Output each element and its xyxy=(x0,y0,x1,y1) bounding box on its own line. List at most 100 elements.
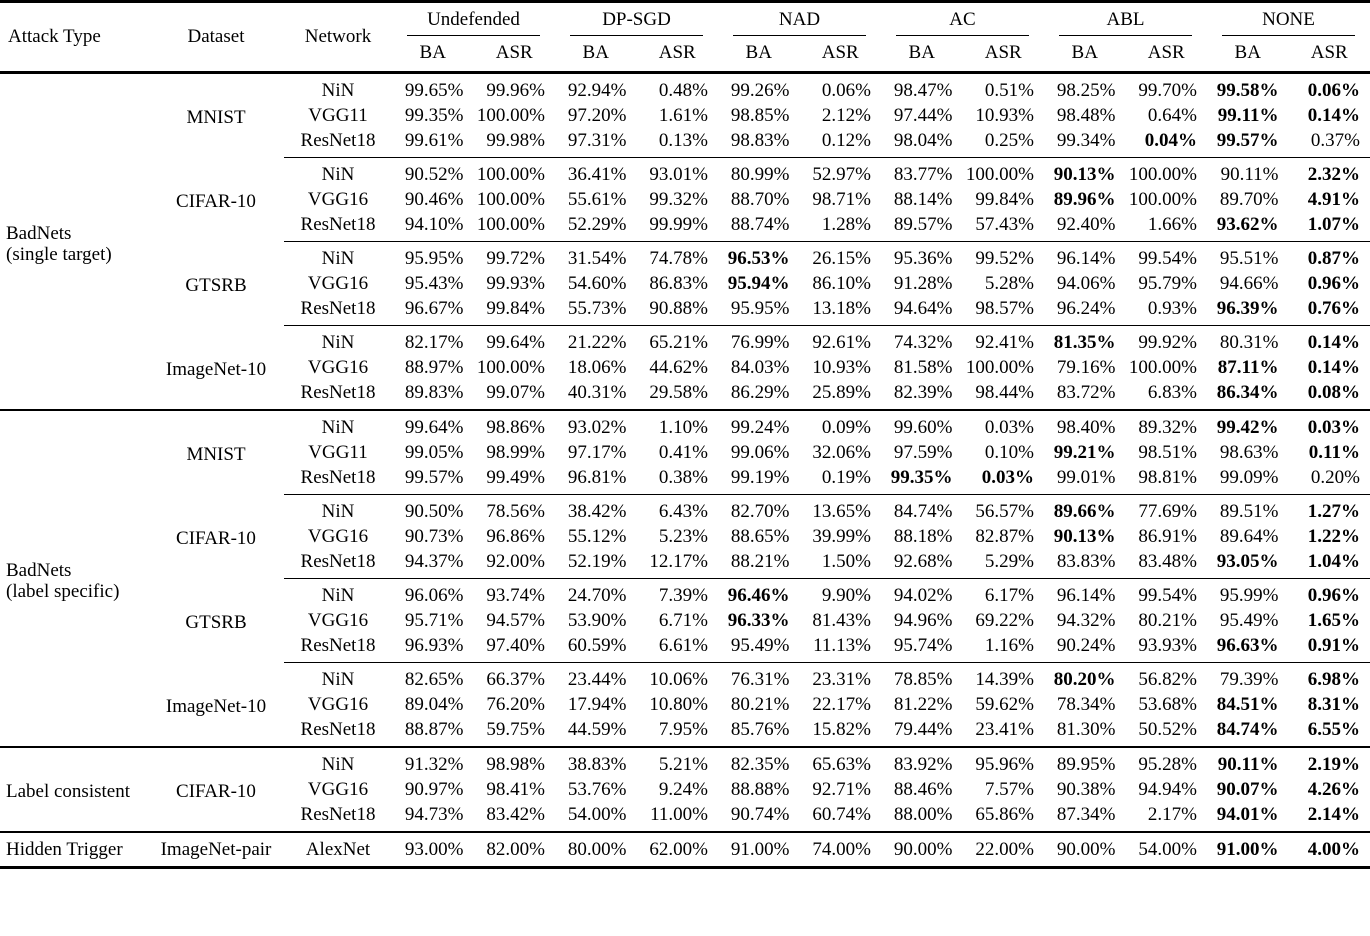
value-cell-undefended-asr: 98.99% xyxy=(486,442,545,463)
value-cell-abl-ba: 90.00% xyxy=(1044,831,1126,868)
value-cell-undefended-ba: 88.87% xyxy=(404,719,464,740)
value-cell-none-ba: 84.74% xyxy=(1216,719,1279,740)
defense-results-table: Attack Type Dataset Network Undefended D… xyxy=(0,0,1370,869)
value-cell-ac-asr: 82.87% xyxy=(975,526,1034,547)
value-cell-nad-asr: 92.61% xyxy=(799,325,881,355)
value-cell-ac-ba: 82.39% xyxy=(893,382,953,403)
value-cell-none-asr: 6.55% xyxy=(1307,719,1360,740)
dataset-cell: ImageNet-10 xyxy=(165,695,267,717)
value-cell-abl-asr: 98.51% xyxy=(1138,442,1197,463)
value-cell-abl-asr: 94.94% xyxy=(1138,779,1197,800)
value-cell-undefended-asr: 100.00% xyxy=(476,214,545,235)
value-cell-undefended-asr: 99.72% xyxy=(473,241,555,271)
value-cell-none-asr: 6.98% xyxy=(1288,662,1370,692)
value-cell-ac-asr: 5.29% xyxy=(984,551,1034,572)
value-cell-none-ba: 99.42% xyxy=(1207,409,1289,440)
attack-type-label: BadNets xyxy=(6,222,72,244)
value-cell-dp-sgd-asr: 86.83% xyxy=(649,273,708,294)
value-cell-abl-asr: 54.00% xyxy=(1125,831,1207,868)
value-cell-none-asr: 0.06% xyxy=(1307,80,1360,101)
table-row: Label consistent CIFAR-10 NiN 91.32% 98.98% 3… xyxy=(0,746,1370,832)
value-cell-dp-sgd-asr: 5.21% xyxy=(636,746,718,777)
table-row: ResNet18 96.93% 97.40% 60.59% 6.61% 95.49% 11.… xyxy=(0,633,1370,663)
value-cell-ac-asr: 56.57% xyxy=(962,494,1044,524)
value-cell-none-ba: 99.11% xyxy=(1217,105,1279,126)
value-cell-abl-ba: 99.34% xyxy=(1056,130,1116,151)
value-cell-abl-asr: 80.21% xyxy=(1138,610,1197,631)
table-row: BadNets (single target) MNIST NiN 99.65% 99.9… xyxy=(0,73,1370,264)
value-cell-abl-ba: 90.13% xyxy=(1053,526,1116,547)
value-cell-abl-asr: 100.00% xyxy=(1125,157,1207,187)
value-cell-none-ba: 99.58% xyxy=(1216,80,1279,101)
value-cell-undefended-asr: 82.00% xyxy=(473,831,555,868)
value-cell-undefended-asr: 93.74% xyxy=(473,578,555,608)
value-cell-abl-ba: 99.01% xyxy=(1056,467,1116,488)
network-cell: VGG16 xyxy=(307,694,369,715)
value-cell-undefended-ba: 89.83% xyxy=(404,382,464,403)
value-cell-nad-ba: 95.49% xyxy=(730,635,790,656)
dataset-cell: CIFAR-10 xyxy=(176,528,256,549)
value-cell-dp-sgd-asr: 99.99% xyxy=(649,214,708,235)
value-cell-undefended-asr: 100.00% xyxy=(476,189,545,210)
value-cell-abl-asr: 99.54% xyxy=(1125,578,1207,608)
value-cell-undefended-ba: 96.67% xyxy=(404,298,464,319)
value-cell-dp-sgd-asr: 6.61% xyxy=(658,635,708,656)
value-cell-undefended-asr: 97.40% xyxy=(486,635,545,656)
value-cell-dp-sgd-asr: 11.00% xyxy=(650,804,708,825)
value-cell-ac-ba: 94.64% xyxy=(893,298,953,319)
value-cell-nad-ba: 98.83% xyxy=(730,130,790,151)
value-cell-ac-ba: 81.58% xyxy=(893,357,953,378)
value-cell-none-ba: 90.07% xyxy=(1216,779,1279,800)
value-cell-undefended-ba: 94.37% xyxy=(404,551,464,572)
value-cell-ac-ba: 94.96% xyxy=(893,610,953,631)
network-cell: VGG16 xyxy=(307,610,369,631)
value-cell-ac-asr: 59.62% xyxy=(975,694,1034,715)
table-row: ResNet18 89.83% 99.07% 40.31% 29.58% 86.29% 25… xyxy=(0,380,1370,410)
value-cell-nad-asr: 22.17% xyxy=(812,694,871,715)
network-cell: ResNet18 xyxy=(300,719,376,740)
value-cell-nad-ba: 96.53% xyxy=(718,241,800,271)
col-header-attack-type: Attack Type xyxy=(8,26,101,47)
value-cell-ac-ba: 98.04% xyxy=(893,130,953,151)
value-cell-none-asr: 2.14% xyxy=(1307,804,1360,825)
table-row: VGG11 99.35% 100.00% 97.20% 1.61% 98.85% 2.12%… xyxy=(0,103,1370,128)
value-cell-none-asr: 0.87% xyxy=(1288,241,1370,271)
value-cell-dp-sgd-asr: 65.21% xyxy=(636,325,718,355)
value-cell-dp-sgd-ba: 44.59% xyxy=(567,719,627,740)
table-row: ResNet18 96.67% 99.84% 55.73% 90.88% 95.95% 13… xyxy=(0,296,1370,326)
value-cell-nad-asr: 11.13% xyxy=(813,635,871,656)
value-cell-dp-sgd-asr: 74.78% xyxy=(636,241,718,271)
value-cell-undefended-asr: 99.93% xyxy=(486,273,545,294)
value-cell-none-ba: 96.39% xyxy=(1216,298,1279,319)
value-cell-nad-asr: 60.74% xyxy=(812,804,871,825)
value-cell-undefended-asr: 99.98% xyxy=(486,130,545,151)
value-cell-none-asr: 0.91% xyxy=(1307,635,1360,656)
value-cell-none-ba: 79.39% xyxy=(1207,662,1289,692)
value-cell-none-asr: 1.65% xyxy=(1307,610,1360,631)
value-cell-ac-ba: 97.59% xyxy=(893,442,953,463)
value-cell-none-asr: 0.08% xyxy=(1307,382,1360,403)
value-cell-dp-sgd-asr: 62.00% xyxy=(636,831,718,868)
network-cell: VGG16 xyxy=(307,273,369,294)
value-cell-abl-asr: 56.82% xyxy=(1125,662,1207,692)
value-cell-nad-asr: 13.18% xyxy=(812,298,871,319)
value-cell-dp-sgd-ba: 55.61% xyxy=(567,189,627,210)
value-cell-undefended-asr: 59.75% xyxy=(486,719,545,740)
value-cell-dp-sgd-asr: 93.01% xyxy=(636,157,718,187)
attack-type-label: (label specific) xyxy=(6,580,120,602)
value-cell-dp-sgd-ba: 52.19% xyxy=(567,551,627,572)
value-cell-nad-ba: 84.03% xyxy=(730,357,790,378)
col-header-ba: BA xyxy=(745,42,772,63)
col-group-dp-sgd: DP-SGD xyxy=(555,2,718,38)
value-cell-undefended-ba: 89.04% xyxy=(404,694,464,715)
value-cell-nad-asr: 0.09% xyxy=(799,409,881,440)
value-cell-ac-asr: 1.16% xyxy=(984,635,1034,656)
value-cell-undefended-ba: 99.64% xyxy=(392,409,474,440)
value-cell-undefended-asr: 100.00% xyxy=(476,357,545,378)
value-cell-ac-ba: 74.32% xyxy=(881,325,963,355)
value-cell-dp-sgd-ba: 97.20% xyxy=(567,105,627,126)
value-cell-none-asr: 1.27% xyxy=(1288,494,1370,524)
network-cell: VGG16 xyxy=(307,526,369,547)
value-cell-none-asr: 0.76% xyxy=(1307,298,1360,319)
network-cell: ResNet18 xyxy=(300,804,376,825)
